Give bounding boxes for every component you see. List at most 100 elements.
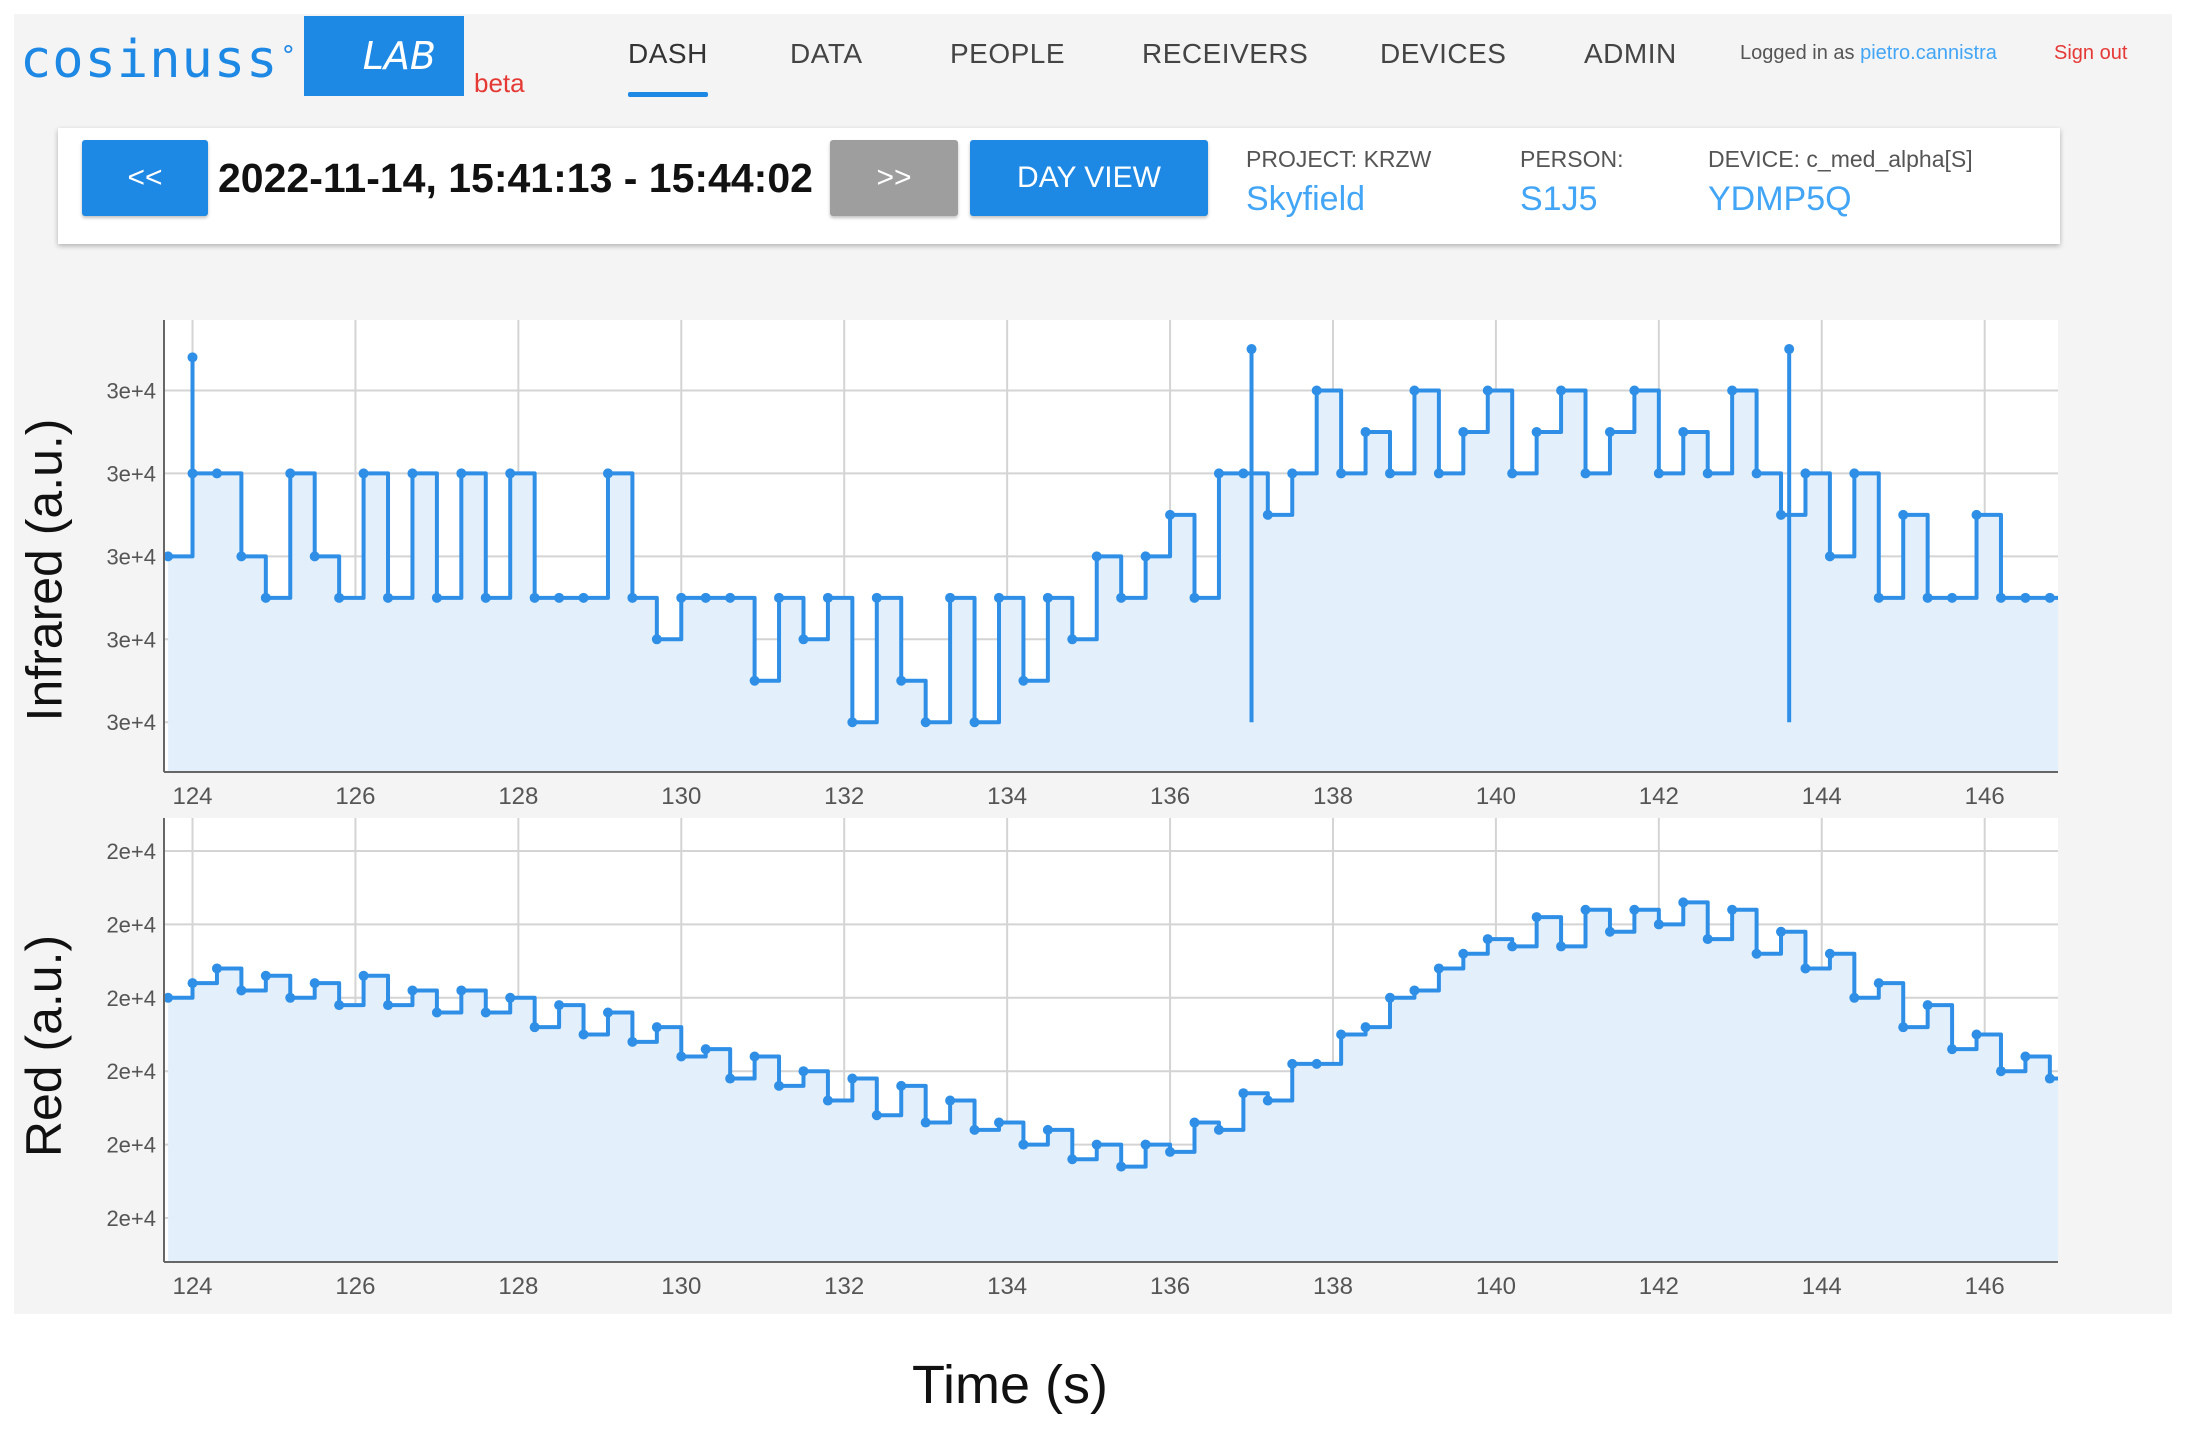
data-point	[578, 592, 589, 603]
data-point	[1922, 592, 1933, 603]
nav-devices[interactable]: DEVICES	[1380, 38, 1507, 69]
logo-text: cosinuss	[20, 30, 279, 90]
data-point	[578, 1029, 589, 1040]
data-point	[1947, 592, 1958, 603]
x-tick-label: 128	[498, 1273, 538, 1300]
time-range-card: << 2022-11-14, 15:41:13 - 15:44:02 >> DA…	[58, 128, 2060, 244]
data-point	[1776, 509, 1787, 520]
data-point	[1653, 919, 1664, 930]
series-fill	[168, 902, 2058, 1262]
data-point	[627, 592, 638, 603]
y-tick-label: 3e+4	[106, 544, 156, 569]
x-tick-label: 146	[1965, 1273, 2005, 1300]
data-point	[1678, 426, 1689, 437]
data-point	[969, 717, 980, 728]
user-link[interactable]: pietro.cannistra	[1860, 42, 1997, 64]
data-point	[871, 592, 882, 603]
data-point	[554, 592, 565, 603]
data-point	[2044, 592, 2055, 603]
beta-label: beta	[474, 68, 525, 98]
data-point	[1629, 904, 1640, 915]
device-value[interactable]: YDMP5Q	[1708, 180, 1852, 218]
nav-dash[interactable]: DASH	[628, 38, 708, 69]
data-point	[1702, 934, 1713, 945]
data-point	[1800, 468, 1811, 479]
y-tick-label: 2e+4	[106, 912, 156, 937]
data-point	[1507, 941, 1518, 952]
data-point	[1947, 1044, 1958, 1055]
data-point	[871, 1110, 882, 1121]
data-point	[1189, 592, 1200, 603]
x-tick-label: 142	[1639, 1273, 1679, 1300]
data-point	[749, 675, 760, 686]
x-tick-label: 130	[661, 783, 701, 810]
x-tick-label: 144	[1802, 1273, 1842, 1300]
data-point	[1922, 1000, 1933, 1011]
data-point	[847, 717, 858, 728]
logged-in-status: Logged in as pietro.cannistra	[1740, 38, 1997, 68]
data-point	[749, 1051, 760, 1062]
y-tick-label: 2e+4	[106, 986, 156, 1011]
x-tick-label: 134	[987, 783, 1027, 810]
data-point	[700, 1044, 711, 1055]
spike-point	[1246, 344, 1257, 355]
data-point	[1824, 948, 1835, 959]
y-tick-label: 2e+4	[106, 839, 156, 864]
data-point	[1849, 468, 1860, 479]
data-point	[358, 468, 369, 479]
data-point	[529, 1022, 540, 1033]
data-point	[1971, 509, 1982, 520]
data-point	[1458, 426, 1469, 437]
data-point	[1262, 1095, 1273, 1106]
data-point	[358, 970, 369, 981]
nav-admin[interactable]: ADMIN	[1584, 38, 1677, 69]
day-view-button[interactable]: DAY VIEW	[970, 140, 1208, 216]
data-point	[1360, 426, 1371, 437]
data-point	[1140, 551, 1151, 562]
spike-point	[187, 352, 198, 363]
data-point	[945, 1095, 956, 1106]
data-point	[1556, 941, 1567, 952]
data-point	[1018, 1139, 1029, 1150]
data-point	[1165, 509, 1176, 520]
data-point	[1409, 985, 1420, 996]
lab-badge[interactable]: LAB	[304, 16, 464, 96]
nav-data[interactable]: DATA	[790, 38, 863, 69]
data-point	[602, 468, 613, 479]
data-point	[1042, 1124, 1053, 1135]
data-point	[1091, 1139, 1102, 1150]
project-value[interactable]: Skyfield	[1246, 180, 1366, 218]
data-point	[236, 985, 247, 996]
x-tick-label: 126	[335, 1273, 375, 1300]
data-point	[798, 1066, 809, 1077]
sign-out-link[interactable]: Sign out	[2054, 42, 2128, 64]
data-point	[896, 1080, 907, 1091]
previous-range-button[interactable]: <<	[82, 140, 208, 216]
x-tick-label: 138	[1313, 783, 1353, 810]
series-fill	[168, 390, 2058, 772]
data-point	[407, 468, 418, 479]
data-point	[431, 1007, 442, 1018]
nav-receivers[interactable]: RECEIVERS	[1142, 38, 1309, 69]
data-point	[1531, 912, 1542, 923]
data-point	[651, 634, 662, 645]
data-point	[1287, 468, 1298, 479]
x-tick-label: 128	[498, 783, 538, 810]
data-point	[480, 1007, 491, 1018]
data-point	[969, 1124, 980, 1135]
data-point	[260, 592, 271, 603]
data-point	[725, 592, 736, 603]
cosinuss-logo[interactable]: cosinuss°	[20, 30, 297, 90]
next-range-button[interactable]: >>	[830, 140, 958, 216]
data-point	[1238, 1088, 1249, 1099]
data-point	[651, 1022, 662, 1033]
data-point	[1727, 385, 1738, 396]
data-point	[822, 592, 833, 603]
project-label: PROJECT: KRZW	[1246, 146, 1432, 172]
person-value[interactable]: S1J5	[1520, 180, 1598, 218]
series-line	[168, 900, 2058, 1169]
y-tick-label: 3e+4	[106, 378, 156, 403]
nav-people[interactable]: PEOPLE	[950, 38, 1066, 69]
data-point	[1336, 468, 1347, 479]
